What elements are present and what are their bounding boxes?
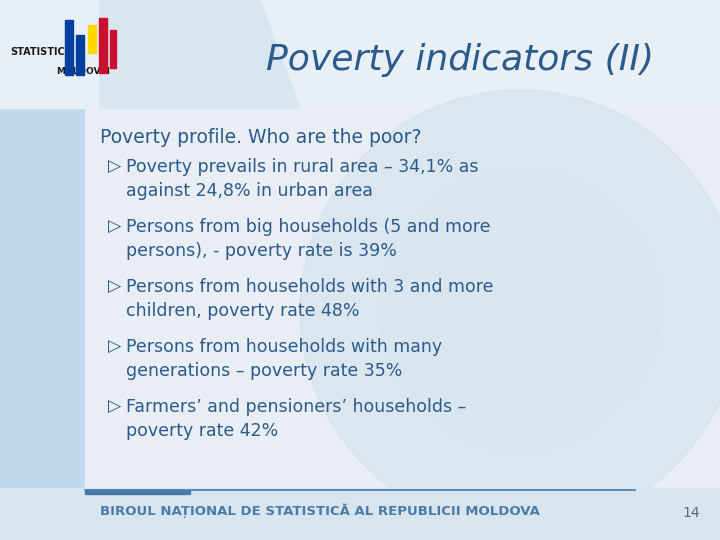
Bar (76, 35, 84, 75)
Bar (65, 20, 73, 75)
Bar (0, 0, 100, 540)
Bar (99, 18, 107, 73)
Text: ▷: ▷ (108, 278, 122, 296)
Polygon shape (100, 0, 300, 108)
Polygon shape (300, 90, 720, 530)
Text: STATISTICA: STATISTICA (10, 47, 72, 57)
Bar (85, 108, 720, 488)
Text: ▷: ▷ (108, 158, 122, 176)
Polygon shape (377, 167, 663, 453)
Text: BIROUL NAȚIONAL DE STATISTICĂ AL REPUBLICII MOLDOVA: BIROUL NAȚIONAL DE STATISTICĂ AL REPUBLI… (100, 504, 540, 518)
Bar (110, 30, 117, 68)
Text: Poverty profile. Who are the poor?: Poverty profile. Who are the poor? (100, 128, 421, 147)
Text: Persons from households with many
generations – poverty rate 35%: Persons from households with many genera… (126, 338, 442, 380)
Text: Poverty indicators (II): Poverty indicators (II) (266, 43, 654, 77)
Text: ▷: ▷ (108, 218, 122, 236)
Bar (85, 490, 190, 494)
Text: 14: 14 (683, 506, 700, 520)
Text: ▷: ▷ (108, 398, 122, 416)
Text: ▷: ▷ (108, 338, 122, 356)
Text: Poverty prevails in rural area – 34,1% as
against 24,8% in urban area: Poverty prevails in rural area – 34,1% a… (126, 158, 479, 200)
Text: MOLDOVEI: MOLDOVEI (56, 68, 110, 77)
Text: Farmers’ and pensioners’ households –
poverty rate 42%: Farmers’ and pensioners’ households – po… (126, 398, 467, 440)
Bar (0, 488, 720, 540)
Bar (88, 25, 96, 53)
Bar (0, 0, 720, 108)
Text: Persons from big households (5 and more
persons), - poverty rate is 39%: Persons from big households (5 and more … (126, 218, 490, 260)
Text: Persons from households with 3 and more
children, poverty rate 48%: Persons from households with 3 and more … (126, 278, 493, 320)
